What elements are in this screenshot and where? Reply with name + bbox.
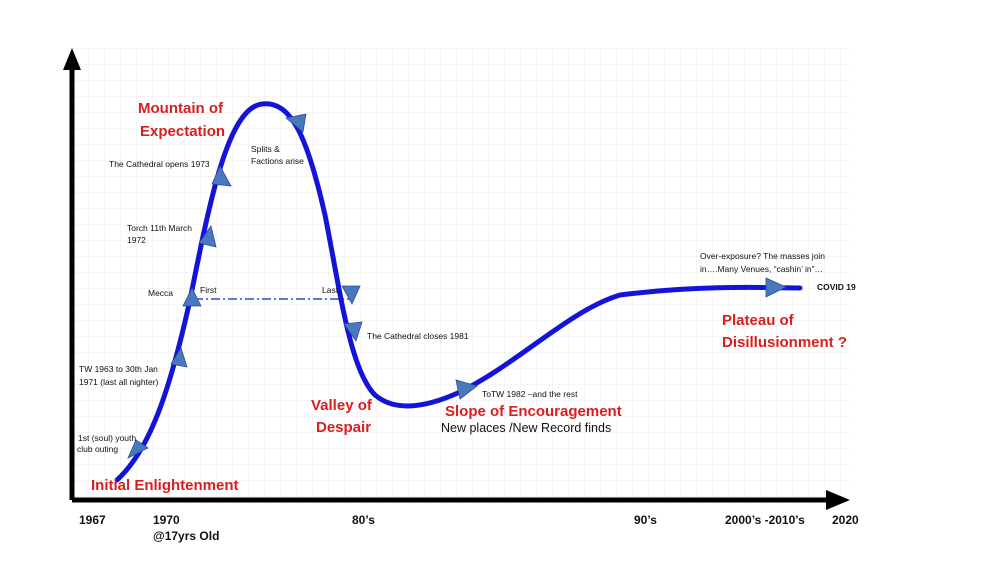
phase-initial-enlightenment: Initial Enlightenment [91, 477, 239, 494]
x-tick-age-note: @17yrs Old [153, 529, 219, 543]
note-tw-line1: TW 1963 to 30th Jan [79, 364, 158, 374]
arrow-marker-5 [211, 165, 232, 187]
note-youth-outing-line2: club outing [77, 444, 118, 454]
arrow-marker-6 [285, 113, 307, 133]
arrow-marker-3 [182, 287, 202, 307]
note-overexposure-line1: Over-exposure? The masses join [700, 251, 825, 261]
note-totw: ToTW 1982 –and the rest [482, 389, 578, 399]
grid-background [72, 48, 852, 500]
note-covid: COVID 19 [817, 282, 856, 292]
x-axis-arrowhead [826, 490, 850, 510]
note-cathedral-closes: The Cathedral closes 1981 [367, 331, 469, 341]
arrow-marker-7 [341, 285, 361, 305]
arrow-marker-4 [198, 225, 217, 248]
arrow-marker-8 [343, 321, 363, 342]
note-cathedral-opens: The Cathedral opens 1973 [109, 159, 210, 169]
arrow-marker-9 [455, 379, 478, 400]
x-tick-1967: 1967 [79, 513, 106, 527]
phase-plateau-line2: Disillusionment ? [722, 334, 847, 351]
phase-valley-line1: Valley of [311, 397, 373, 414]
note-mecca: Mecca [148, 288, 173, 298]
phase-valley-line2: Despair [316, 419, 371, 436]
arrow-marker-10 [765, 277, 787, 298]
note-splits-line1: Splits & [251, 144, 280, 154]
note-torch-line1: Torch 11th March [127, 223, 192, 233]
y-axis-arrowhead [63, 48, 81, 70]
arrow-marker-1 [127, 439, 149, 459]
x-tick-2000s-2010s: 2000’s -2010’s [725, 513, 805, 527]
x-tick-80s: 80’s [352, 513, 375, 527]
note-first: First [200, 285, 217, 295]
phase-mountain-line1: Mountain of [138, 100, 224, 117]
note-tw-line2: 1971 (last all nighter) [79, 377, 159, 387]
note-torch-line2: 1972 [127, 235, 146, 245]
x-tick-90s: 90’s [634, 513, 657, 527]
note-youth-outing-line1: 1st (soul) youth [78, 433, 136, 443]
curve-arrow-markers [127, 113, 787, 459]
note-last: Last [322, 285, 339, 295]
note-splits-line2: Factions arise [251, 156, 304, 166]
x-tick-1970: 1970 [153, 513, 180, 527]
note-overexposure-line2: in….Many Venues, “cashin’ in”… [700, 264, 823, 274]
phase-plateau-line1: Plateau of [722, 312, 795, 329]
phase-mountain-line2: Expectation [140, 123, 225, 140]
phase-slope: Slope of Encouragement [445, 403, 622, 420]
x-tick-2020: 2020 [832, 513, 859, 527]
arrow-marker-2 [170, 347, 188, 368]
phase-slope-subtitle: New places /New Record finds [441, 421, 611, 435]
